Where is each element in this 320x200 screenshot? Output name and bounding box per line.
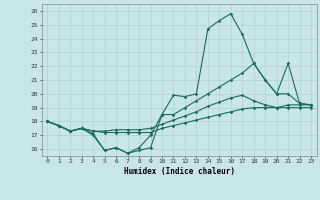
X-axis label: Humidex (Indice chaleur): Humidex (Indice chaleur) [124, 167, 235, 176]
